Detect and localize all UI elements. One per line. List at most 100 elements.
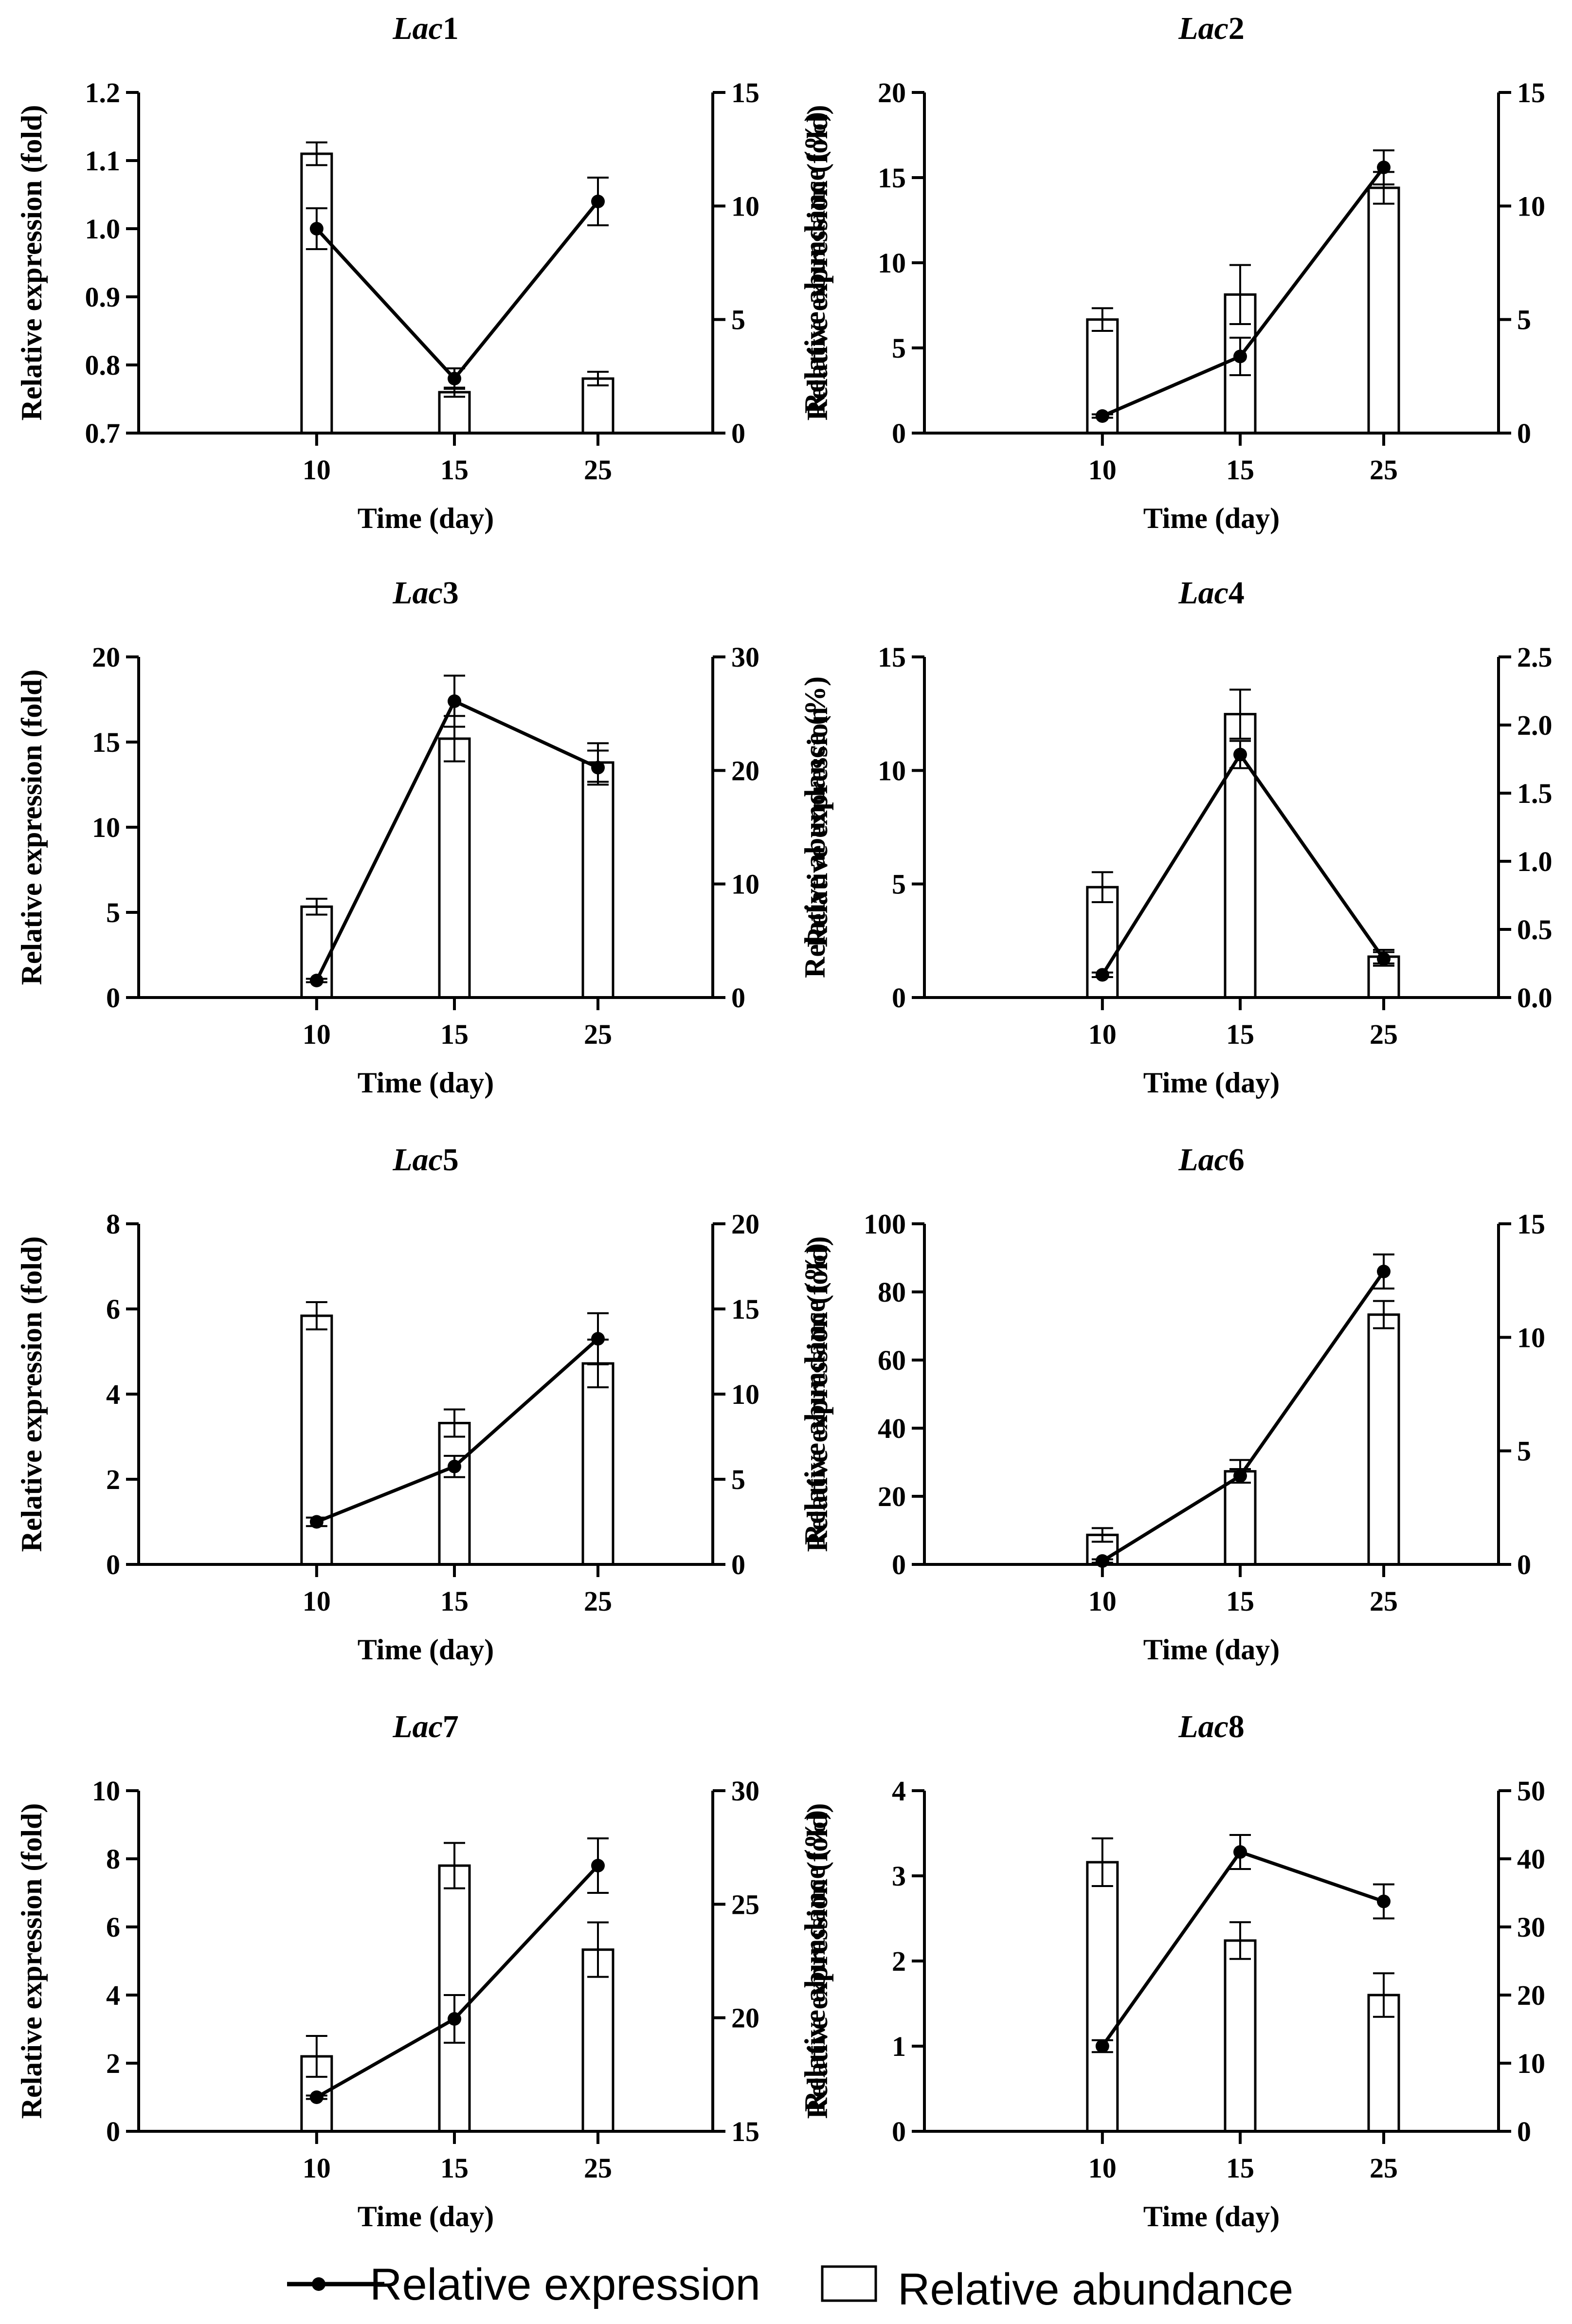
left-y-tick-label: 100 <box>864 1208 906 1240</box>
expression-point-day-10 <box>309 1515 324 1529</box>
chart-title-number: 7 <box>443 1709 459 1744</box>
right-y-tick-label: 10 <box>731 1379 759 1410</box>
left-y-tick-label: 4 <box>106 1979 120 2011</box>
x-axis-title: Time (day) <box>358 1067 494 1099</box>
abundance-bar-day-25 <box>581 761 614 999</box>
expression-point-day-25 <box>591 195 605 208</box>
x-axis-title: Time (day) <box>358 1634 494 1666</box>
x-tick-label-15: 15 <box>440 1018 469 1050</box>
left-y-tick-label: 20 <box>878 77 906 109</box>
left-y-tick-label: 2 <box>892 1945 906 1977</box>
chart-title-prefix: Lac <box>1178 1709 1229 1744</box>
x-tick-label-10: 10 <box>303 1018 331 1050</box>
expression-point-day-10 <box>309 974 324 987</box>
left-y-tick-label: 2 <box>106 1464 120 1495</box>
right-y-tick-label: 15 <box>731 2116 759 2147</box>
left-y-axis-title: Relative expression (fold) <box>801 1803 833 2119</box>
x-tick-label-10: 10 <box>303 454 331 486</box>
chart-title-number: 3 <box>443 575 459 611</box>
right-y-axis-title: Relative abundance (%) <box>799 676 831 978</box>
left-y-tick-label: 5 <box>106 897 120 928</box>
expression-point-day-25 <box>1377 1265 1391 1278</box>
left-y-tick-label: 10 <box>92 812 120 843</box>
x-tick-label-15: 15 <box>1226 1585 1254 1617</box>
left-y-axis-title: Relative expression (fold) <box>801 105 833 421</box>
right-y-tick-label: 1.0 <box>1517 846 1553 877</box>
right-y-tick-label: 10 <box>1517 190 1545 222</box>
chart-title: Lac5 <box>392 1142 459 1178</box>
abundance-bar-day-15 <box>1224 1470 1257 1566</box>
left-y-tick-label: 8 <box>106 1208 120 1240</box>
right-y-tick-label: 15 <box>731 1293 759 1325</box>
legend-bar-label: Relative abundance <box>898 2265 1293 2314</box>
x-tick-label-25: 25 <box>1370 1018 1398 1050</box>
abundance-bar-day-25 <box>581 1948 614 2133</box>
chart-title-number: 2 <box>1229 11 1245 46</box>
chart-title-prefix: Lac <box>392 575 443 611</box>
expression-point-day-25 <box>1377 1894 1391 1908</box>
x-axis-title: Time (day) <box>1143 1067 1280 1099</box>
left-y-tick-label: 3 <box>892 1860 906 1892</box>
left-y-tick-label: 1.1 <box>85 145 121 177</box>
left-y-tick-label: 15 <box>92 726 120 758</box>
right-y-axis-title: Relative abundance (%) <box>799 1810 831 2112</box>
right-y-tick-label: 10 <box>731 869 759 900</box>
left-y-tick-label: 10 <box>878 755 906 786</box>
x-tick-label-25: 25 <box>1370 1585 1398 1617</box>
expression-point-day-10 <box>1095 968 1109 982</box>
left-y-tick-label: 0 <box>106 2116 120 2147</box>
chart-title: Lac8 <box>1178 1709 1245 1744</box>
x-tick-label-10: 10 <box>303 2152 331 2184</box>
chart-panel-7: Lac7 0 2 4 6 8 10 15 20 25 30 10 15 25 Time (day) Relat… <box>16 1709 831 2233</box>
right-y-tick-label: 50 <box>1517 1775 1545 1807</box>
chart-title-prefix: Lac <box>1178 575 1229 611</box>
x-tick-label-10: 10 <box>303 1585 331 1617</box>
chart-title-number: 8 <box>1229 1709 1245 1744</box>
expression-point-day-10 <box>309 222 324 236</box>
right-y-tick-label: 25 <box>731 1888 759 1920</box>
right-y-tick-label: 20 <box>731 1208 759 1240</box>
right-y-tick-label: 1.5 <box>1517 778 1553 809</box>
expression-point-day-25 <box>1377 161 1391 174</box>
left-y-tick-label: 40 <box>878 1413 906 1444</box>
x-tick-label-25: 25 <box>584 2152 612 2184</box>
chart-title-prefix: Lac <box>392 1142 443 1178</box>
x-tick-label-15: 15 <box>440 1585 469 1617</box>
x-tick-label-15: 15 <box>1226 454 1254 486</box>
left-y-tick-label: 20 <box>92 641 120 673</box>
abundance-bar-day-25 <box>1367 186 1400 435</box>
x-tick-label-10: 10 <box>1088 1018 1117 1050</box>
right-y-tick-label: 10 <box>731 190 759 222</box>
left-y-tick-label: 5 <box>892 332 906 364</box>
legend-line-label: Relative expression <box>370 2260 760 2309</box>
left-y-tick-label: 2 <box>106 2048 120 2079</box>
x-tick-label-15: 15 <box>1226 2152 1254 2184</box>
right-y-tick-label: 20 <box>1517 1979 1545 2011</box>
right-y-tick-label: 5 <box>731 304 745 336</box>
right-y-tick-label: 10 <box>1517 2048 1545 2079</box>
abundance-bar-day-10 <box>300 152 333 435</box>
x-tick-label-25: 25 <box>1370 454 1398 486</box>
right-y-axis-title: Relative abundance (%) <box>799 1243 831 1545</box>
left-y-axis-title: Relative expression (fold) <box>16 670 48 985</box>
chart-title: Lac2 <box>1178 11 1245 46</box>
expression-line <box>315 200 599 381</box>
expression-point-day-25 <box>1377 952 1391 966</box>
expression-point-day-15 <box>1233 1469 1247 1483</box>
expression-point-day-15 <box>448 372 461 385</box>
chart-panel-1: Lac1 0.7 0.8 0.9 1.0 1.1 1.2 0 5 10 15 10 15 25 Time (… <box>16 11 831 534</box>
expression-point-day-15 <box>448 1459 461 1473</box>
abundance-bar-day-25 <box>581 1362 614 1566</box>
figure-legend: Relative expression Relative abundance <box>287 2260 1293 2314</box>
expression-point-day-15 <box>448 694 461 708</box>
expression-point-day-15 <box>1233 1845 1247 1859</box>
right-y-tick-label: 20 <box>731 2002 759 2034</box>
chart-title: Lac4 <box>1178 575 1245 611</box>
left-y-tick-label: 0 <box>892 418 906 449</box>
expression-point-day-25 <box>591 1859 605 1872</box>
right-y-tick-label: 15 <box>1517 77 1545 109</box>
chart-title: Lac3 <box>392 575 459 611</box>
